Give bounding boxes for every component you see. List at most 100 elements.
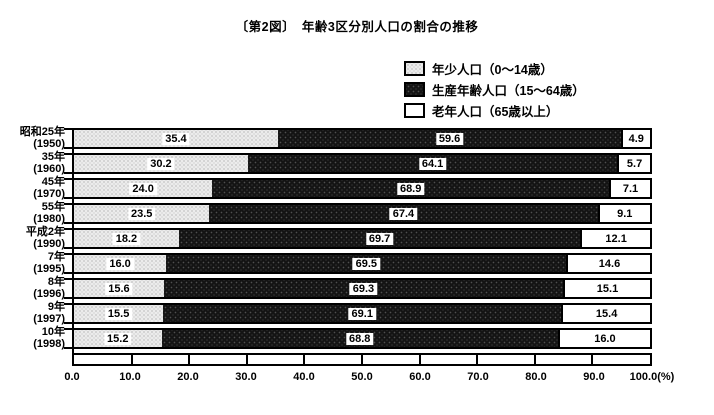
- legend-label-young: 年少人口（0〜14歳）: [432, 63, 553, 77]
- x-axis-ruler: [72, 353, 652, 366]
- y-label-year: (1990): [33, 237, 65, 250]
- y-label-year: (1996): [33, 287, 65, 300]
- bar-row: 7年 (1995) 16.0 69.5 14.6: [0, 251, 714, 275]
- plot-rows: 昭和25年 (1950) 35.4 59.6 4.9 35年 (1960) 30.2 64.1 5…: [0, 126, 714, 350]
- bar-segment-old: 9.1: [597, 205, 650, 222]
- segment-value-label: 15.6: [105, 282, 133, 295]
- x-axis-tick-label: 90.0: [583, 371, 605, 383]
- legend-swatch-old-icon: [404, 103, 425, 118]
- segment-value-label: 69.3: [349, 282, 378, 295]
- legend-label-working: 生産年齢人口（15〜64歳）: [432, 84, 585, 98]
- y-label-year: (1995): [33, 262, 65, 275]
- segment-value-label: 12.1: [605, 232, 627, 245]
- y-label-year: (1980): [33, 212, 65, 225]
- y-axis-label: 9年 (1997): [0, 301, 72, 325]
- y-label-era: 平成2年: [25, 226, 65, 238]
- y-label-era: 7年: [47, 251, 65, 263]
- segment-value-label: 68.8: [345, 332, 374, 345]
- bar-segment-working: 64.1: [247, 155, 618, 172]
- segment-value-label: 68.9: [396, 182, 425, 195]
- x-axis-tick: [130, 355, 133, 364]
- y-axis-label: 45年 (1970): [0, 176, 72, 199]
- segment-value-label: 15.2: [104, 332, 132, 345]
- chart-title: 〔第2図〕 年齢3区分別人口の割合の推移: [235, 20, 479, 34]
- segment-value-label: 30.2: [147, 157, 175, 170]
- bar-segment-young: 35.4: [74, 130, 278, 147]
- bar-segment-young: 15.2: [74, 330, 162, 347]
- segment-value-label: 14.6: [598, 257, 621, 270]
- bar-segment-young: 16.0: [74, 255, 167, 272]
- bar-track: 15.2 68.8 16.0: [72, 328, 652, 349]
- bar-track: 24.0 68.9 7.1: [72, 178, 652, 199]
- bar-segment-old: 16.0: [557, 330, 650, 347]
- x-axis-tick-label: 80.0: [525, 371, 547, 383]
- bar-segment-old: 5.7: [617, 155, 650, 172]
- segment-value-label: 23.5: [127, 207, 156, 220]
- y-axis-label: 35年 (1960): [0, 151, 72, 174]
- x-axis-tick: [476, 355, 479, 364]
- y-axis-label: 55年 (1980): [0, 201, 72, 225]
- y-axis-label: 7年 (1995): [0, 251, 72, 275]
- bar-segment-young: 18.2: [74, 230, 179, 247]
- bar-track: 16.0 69.5 14.6: [72, 253, 652, 274]
- bar-segment-working: 68.8: [161, 330, 558, 347]
- bar-segment-young: 23.5: [74, 205, 210, 222]
- segment-value-label: 69.1: [348, 307, 376, 320]
- bar-row: 平成2年 (1990) 18.2 69.7 12.1: [0, 226, 714, 250]
- segment-value-label: 35.4: [162, 132, 190, 145]
- y-label-era: 45年: [41, 176, 65, 188]
- x-axis-tick: [188, 355, 191, 364]
- bar-track: 18.2 69.7 12.1: [72, 228, 652, 249]
- x-axis-tick-label: 0.0: [64, 371, 80, 383]
- bar-segment-working: 68.9: [212, 180, 610, 197]
- x-axis-tick: [361, 355, 363, 364]
- y-label-era: 9年: [47, 301, 65, 313]
- segment-value-label: 15.4: [595, 307, 618, 320]
- segment-value-label: 4.9: [628, 132, 644, 145]
- legend-item-young: 年少人口（0〜14歳）: [404, 58, 585, 79]
- y-label-era: 10年: [41, 326, 65, 338]
- bar-segment-old: 7.1: [609, 180, 650, 197]
- y-axis-label: 10年 (1998): [0, 326, 72, 350]
- x-axis-tick: [533, 355, 536, 364]
- y-label-year: (1997): [33, 312, 65, 325]
- legend-item-old: 老年人口（65歳以上）: [404, 100, 585, 121]
- x-axis-tick: [418, 355, 421, 364]
- y-label-year: (1998): [33, 337, 65, 350]
- bar-row: 55年 (1980) 23.5 67.4 9.1: [0, 201, 714, 225]
- y-label-era: 55年: [41, 201, 65, 213]
- bar-row: 9年 (1997) 15.5 69.1 15.4: [0, 301, 714, 325]
- segment-value-label: 15.5: [104, 307, 133, 320]
- bar-segment-old: 12.1: [580, 230, 650, 247]
- bar-row: 10年 (1998) 15.2 68.8 16.0: [0, 326, 714, 350]
- bar-segment-young: 15.5: [74, 305, 164, 322]
- segment-value-label: 16.0: [106, 257, 134, 270]
- stacked-bar-chart: 昭和25年 (1950) 35.4 59.6 4.9 35年 (1960) 30.2 64.1 5…: [0, 126, 714, 385]
- segment-value-label: 9.1: [617, 207, 633, 220]
- segment-value-label: 15.1: [596, 282, 619, 295]
- segment-value-label: 69.5: [352, 257, 381, 270]
- legend: 年少人口（0〜14歳） 生産年齢人口（15〜64歳） 老年人口（65歳以上）: [404, 58, 585, 121]
- segment-value-label: 18.2: [112, 232, 141, 245]
- bar-row: 昭和25年 (1950) 35.4 59.6 4.9: [0, 126, 714, 149]
- x-axis-tick-label: 70.0: [467, 371, 489, 383]
- bar-track: 15.6 69.3 15.1: [72, 278, 652, 299]
- x-axis-tick-label: 10.0: [119, 371, 141, 383]
- y-axis-label: 8年 (1996): [0, 276, 72, 300]
- bar-segment-working: 69.5: [166, 255, 567, 272]
- bar-segment-working: 59.6: [277, 130, 622, 147]
- legend-swatch-working-icon: [404, 82, 425, 97]
- x-axis-tick: [303, 355, 306, 364]
- bar-segment-young: 15.6: [74, 280, 164, 297]
- bar-segment-old: 14.6: [566, 255, 650, 272]
- bar-segment-young: 24.0: [74, 180, 213, 197]
- x-axis-tick-label: 60.0: [409, 371, 431, 383]
- y-label-era: 35年: [41, 151, 65, 163]
- y-axis-label: 昭和25年 (1950): [0, 126, 72, 149]
- bar-row: 45年 (1970) 24.0 68.9 7.1: [0, 176, 714, 199]
- x-axis-tick: [591, 355, 594, 364]
- bar-row: 8年 (1996) 15.6 69.3 15.1: [0, 276, 714, 300]
- y-label-era: 8年: [47, 276, 65, 288]
- bar-segment-working: 67.4: [209, 205, 598, 222]
- bar-segment-old: 4.9: [621, 130, 650, 147]
